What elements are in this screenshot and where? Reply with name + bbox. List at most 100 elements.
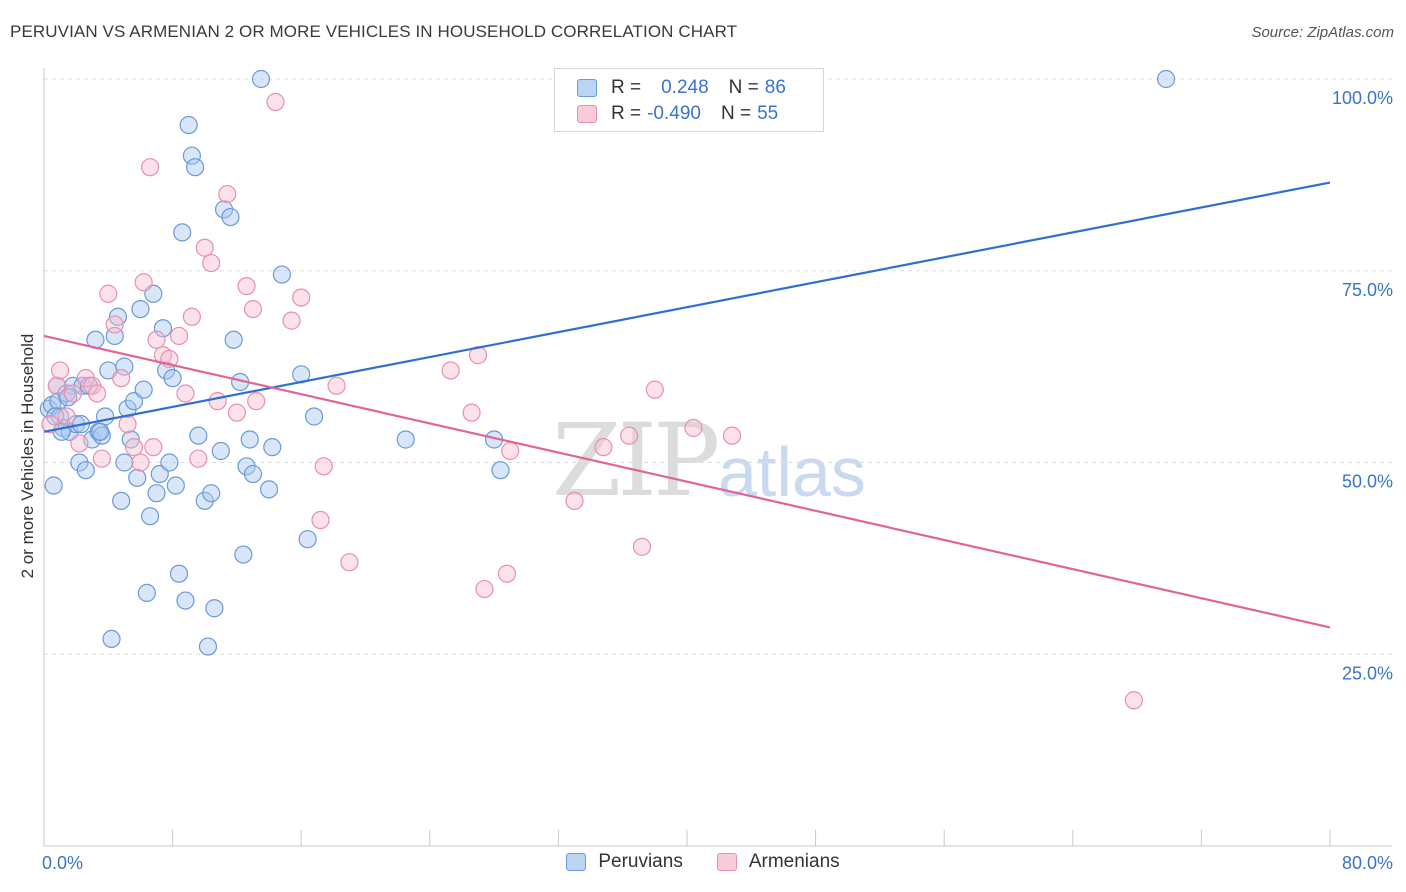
y-tick-label: 75.0% bbox=[1342, 280, 1393, 300]
watermark-zip: ZIP bbox=[552, 402, 720, 519]
peruvian-point bbox=[189, 426, 208, 445]
armenian-point bbox=[684, 418, 703, 438]
peruvian-point bbox=[211, 441, 230, 461]
legend-row-armenians: R = -0.490 N = 55 bbox=[577, 102, 778, 126]
armenian-point bbox=[47, 376, 66, 395]
armenian-point bbox=[92, 449, 111, 468]
source-label: Source: ZipAtlas.com bbox=[1251, 24, 1394, 41]
peruvian-point bbox=[50, 407, 70, 426]
peruvian-point bbox=[169, 564, 189, 583]
legend-item-peruvians: Peruvians bbox=[566, 851, 683, 873]
peruvian-point bbox=[166, 476, 185, 495]
n-label: N = bbox=[720, 103, 752, 124]
peruvian-point bbox=[272, 265, 292, 284]
armenian-point bbox=[41, 415, 60, 434]
peruvian-point bbox=[186, 158, 205, 177]
peruvian-point bbox=[128, 468, 147, 487]
x-tick-label: 80.0% bbox=[1342, 853, 1393, 873]
peruvian-point bbox=[491, 461, 510, 480]
armenian-point bbox=[227, 403, 246, 422]
armenian-point bbox=[63, 384, 83, 403]
armenian-point bbox=[266, 92, 285, 112]
legend-row-peruvians: R = 0.248 N = 86 bbox=[577, 76, 786, 100]
r-label: R = bbox=[611, 103, 642, 124]
armenian-point bbox=[497, 564, 517, 583]
peruvian-point bbox=[137, 583, 156, 602]
armenian-point bbox=[441, 361, 460, 380]
peruvian-point bbox=[221, 207, 240, 227]
peruvian-point bbox=[179, 115, 198, 135]
armenian-point bbox=[645, 380, 664, 399]
armenian-point bbox=[311, 510, 330, 530]
peruvian-point bbox=[153, 319, 173, 338]
armenian-point bbox=[169, 326, 189, 346]
armenian-point bbox=[99, 284, 118, 303]
peruvian-point bbox=[205, 599, 224, 618]
armenian-point bbox=[195, 238, 214, 257]
armenian-point bbox=[247, 392, 266, 411]
armenian-point bbox=[202, 253, 221, 273]
peruvian-point bbox=[176, 591, 195, 610]
peruvian-point bbox=[147, 484, 166, 503]
armenian-point bbox=[57, 407, 76, 426]
armenian-point bbox=[565, 491, 584, 510]
armenian-point bbox=[208, 392, 227, 411]
armenian-point bbox=[176, 384, 195, 403]
armenian-point bbox=[722, 426, 742, 445]
peruvian-point bbox=[224, 330, 243, 349]
peruvian-point bbox=[243, 464, 263, 484]
peruvian-point bbox=[234, 545, 253, 564]
armenian-point bbox=[140, 158, 160, 177]
armenian-point bbox=[327, 376, 346, 395]
r-value: -0.490 bbox=[647, 103, 701, 124]
correlation-legend: R = 0.248 N = 86 R = -0.490 N = 55 bbox=[554, 68, 824, 132]
x-tick-label: 0.0% bbox=[42, 853, 83, 873]
armenian-point bbox=[1124, 691, 1143, 710]
peruvian-point bbox=[44, 476, 63, 495]
armenian-point bbox=[134, 273, 153, 292]
watermark-atlas: atlas bbox=[718, 433, 866, 511]
armenian-point bbox=[243, 300, 263, 319]
armenian-point bbox=[189, 449, 208, 468]
armenian-point bbox=[632, 537, 652, 556]
y-tick-label: 100.0% bbox=[1332, 88, 1393, 108]
armenian-point bbox=[594, 438, 613, 457]
peruvian-point bbox=[160, 453, 179, 472]
armenian-point bbox=[182, 307, 201, 326]
series-legend: Peruvians Armenians bbox=[0, 851, 1406, 873]
armenian-swatch bbox=[577, 105, 597, 123]
y-tick-label: 25.0% bbox=[1342, 663, 1393, 683]
y-axis-label: 2 or more Vehicles in Household bbox=[18, 333, 37, 579]
armenian-point bbox=[50, 361, 70, 380]
n-label: N = bbox=[728, 77, 759, 98]
peruvian-point bbox=[102, 629, 121, 649]
peruvian-point bbox=[396, 430, 415, 449]
armenian-point bbox=[131, 453, 150, 472]
armenian-point bbox=[147, 330, 166, 349]
peruvian-point bbox=[140, 507, 160, 526]
armenian-point bbox=[70, 434, 89, 453]
n-value: 86 bbox=[764, 77, 786, 98]
armenian-point bbox=[237, 276, 256, 296]
armenian-point bbox=[124, 438, 144, 457]
peruvian-point bbox=[115, 357, 134, 376]
y-tick-label: 50.0% bbox=[1342, 472, 1393, 492]
peruvian-point bbox=[134, 380, 153, 399]
armenian-point bbox=[314, 457, 333, 476]
peruvian-point bbox=[259, 480, 279, 499]
armenian-point bbox=[87, 384, 107, 403]
armenian-swatch bbox=[716, 853, 737, 871]
armenian-point bbox=[462, 403, 481, 422]
armenian-point bbox=[501, 441, 520, 461]
armenian-trend-line bbox=[43, 334, 1331, 629]
r-value: 0.248 bbox=[661, 77, 709, 98]
peruvian-swatch bbox=[577, 79, 597, 97]
r-label: R = bbox=[611, 77, 642, 98]
peruvian-point bbox=[298, 530, 317, 549]
armenian-point bbox=[282, 311, 301, 330]
n-value: 55 bbox=[757, 103, 779, 124]
peruvian-point bbox=[112, 491, 131, 510]
armenian-point bbox=[620, 426, 639, 445]
armenian-point bbox=[105, 315, 124, 334]
